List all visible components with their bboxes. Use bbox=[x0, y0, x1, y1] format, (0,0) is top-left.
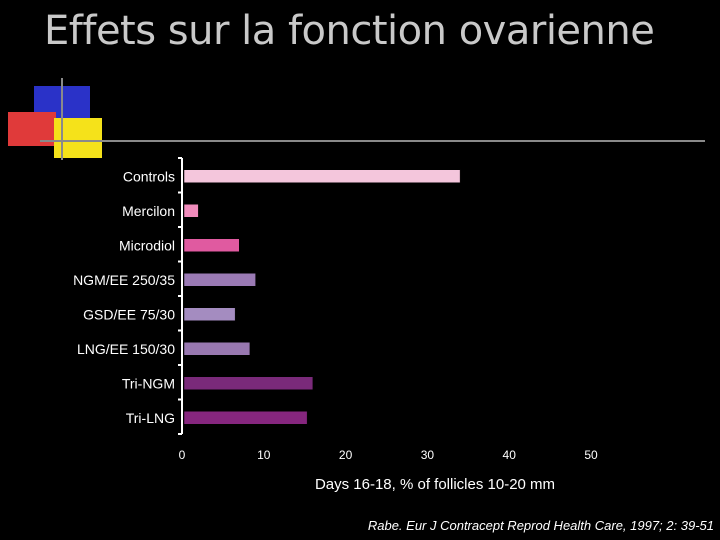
bar-tri-ngm bbox=[183, 376, 314, 390]
x-axis-label: Days 16-18, % of follicles 10-20 mm bbox=[314, 476, 556, 493]
x-tick-label: 10 bbox=[257, 448, 271, 462]
x-tick-label: 0 bbox=[179, 448, 186, 462]
bar-mercilon bbox=[183, 204, 199, 218]
category-label: LNG/EE 150/30 bbox=[77, 341, 175, 357]
slide-decoration bbox=[8, 78, 705, 160]
bar-lng-ee-150-30 bbox=[183, 342, 251, 356]
category-label: Tri-NGM bbox=[122, 375, 175, 391]
bar-chart: Controls Mercilon Microdiol NGM/EE 250/35 GS… bbox=[73, 157, 598, 462]
bar-controls bbox=[183, 169, 461, 183]
citation: Rabe. Eur J Contracept Reprod Health Car… bbox=[367, 518, 714, 533]
bar-tri-lng bbox=[183, 411, 308, 425]
category-label: Controls bbox=[123, 168, 175, 184]
x-tick-label: 40 bbox=[503, 448, 517, 462]
category-label: Mercilon bbox=[122, 203, 175, 219]
bar-ngm-ee-250-35 bbox=[183, 273, 256, 287]
x-tick-label: 50 bbox=[584, 448, 598, 462]
category-label: Microdiol bbox=[119, 237, 175, 253]
slide-title: Effets sur la fonction ovarienne bbox=[44, 8, 655, 54]
x-tick-label: 20 bbox=[339, 448, 353, 462]
category-label: Tri-LNG bbox=[126, 410, 175, 426]
bar-microdiol bbox=[183, 238, 240, 252]
bar-gsd-ee-75-30 bbox=[183, 307, 236, 321]
category-label: NGM/EE 250/35 bbox=[73, 272, 175, 288]
category-label: GSD/EE 75/30 bbox=[83, 306, 175, 322]
x-tick-label: 30 bbox=[421, 448, 435, 462]
